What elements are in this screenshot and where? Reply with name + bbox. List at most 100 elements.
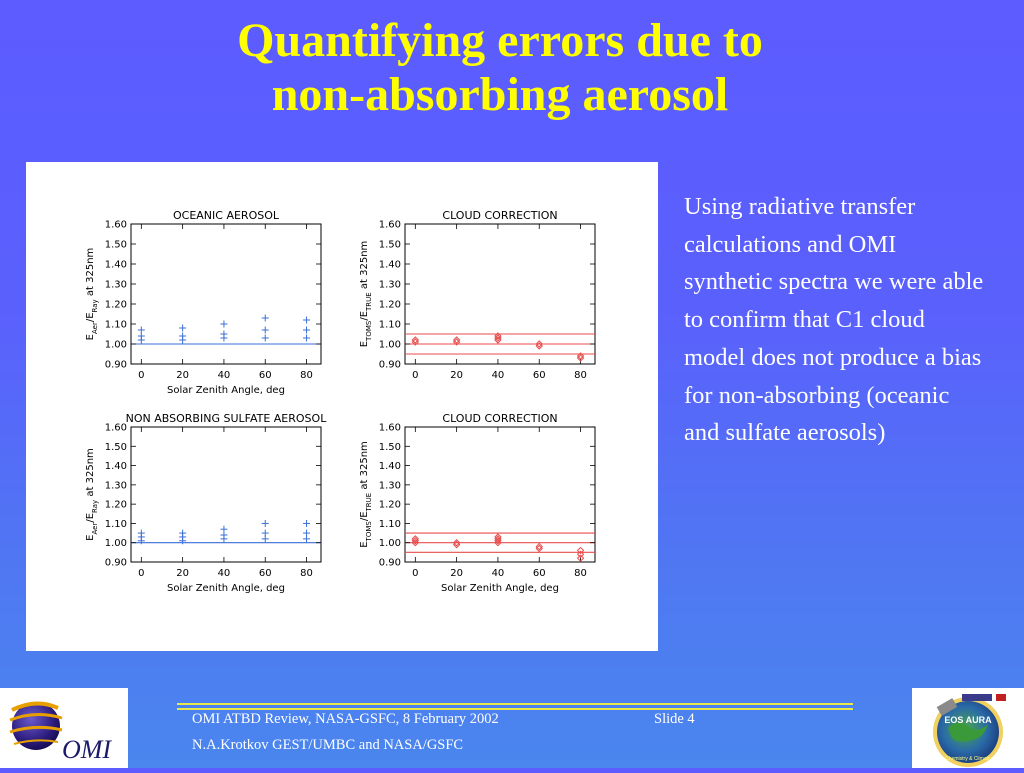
omi-logo-text: OMI (62, 735, 112, 764)
data-point (137, 326, 145, 334)
y-tick-label: 0.90 (105, 558, 127, 569)
y-tick-label: 0.90 (379, 360, 401, 371)
y-tick-label: 1.00 (379, 340, 401, 351)
x-axis-label: Solar Zenith Angle, deg (441, 583, 559, 594)
x-tick-label: 60 (533, 370, 546, 381)
plot-frame (404, 223, 596, 365)
x-tick-label: 80 (574, 568, 587, 579)
body-text: Using radiative transfer calculations an… (684, 193, 984, 447)
data-point (261, 334, 269, 342)
eos-aura-logo-subtext: Chemistry & Climate (945, 756, 991, 762)
y-axis-label: EAer/ERay at 325nm (85, 448, 99, 541)
data-point (494, 334, 502, 342)
y-tick-label: 1.50 (105, 442, 127, 453)
y-tick-label: 1.60 (105, 423, 127, 434)
data-point (303, 316, 311, 324)
omi-logo-icon: OMI (9, 701, 112, 764)
eos-aura-logo-icon: EOS AURA Chemistry & Climate (933, 694, 1006, 767)
x-tick-label: 20 (176, 568, 189, 579)
data-point (535, 542, 543, 551)
x-tick-label: 20 (450, 568, 463, 579)
x-tick-label: 40 (492, 568, 505, 579)
y-tick-label: 0.90 (379, 558, 401, 569)
footer-line1: OMI ATBD Review, NASA-GSFC, 8 February 2… (192, 711, 499, 727)
data-point (452, 539, 461, 547)
data-point (261, 519, 269, 527)
y-axis-label: ETOMS/ETRUE at 325nm (359, 441, 373, 548)
data-point (576, 554, 585, 562)
data-point (303, 529, 311, 537)
y-tick-label: 1.00 (105, 340, 127, 351)
data-point (220, 330, 228, 338)
chart-3: NON ABSORBING SULFATE AEROSOL 0.90 1.00 1.1… (85, 412, 327, 594)
footer-rule-bottom (177, 708, 853, 710)
plot-frame (404, 426, 596, 563)
data-point (452, 336, 461, 344)
chart-title: NON ABSORBING SULFATE AEROSOL (126, 412, 328, 425)
data-point (494, 336, 502, 344)
data-point (411, 336, 420, 344)
data-point (494, 533, 502, 541)
x-tick-label: 60 (259, 370, 272, 381)
figure-panel: OCEANIC AEROSOL 0.90 1.00 1.10 1.20 1.30 1.40 1… (26, 162, 658, 651)
data-point (303, 334, 311, 342)
x-tick-label: 0 (138, 370, 144, 381)
x-tick-label: 80 (300, 370, 313, 381)
x-tick-label: 0 (138, 568, 144, 579)
data-point (179, 332, 187, 340)
data-point (411, 535, 420, 543)
x-tick-label: 60 (533, 568, 546, 579)
y-tick-label: 1.30 (105, 280, 127, 291)
footer-slide-number: Slide 4 (654, 711, 695, 727)
x-tick-label: 40 (218, 370, 231, 381)
data-point (303, 326, 311, 334)
data-point (576, 352, 585, 360)
x-axis-label: Solar Zenith Angle, deg (167, 385, 285, 396)
data-point (137, 529, 145, 537)
y-axis-label: EAer/ERay at 325nm (85, 248, 99, 341)
y-tick-label: 1.60 (379, 423, 401, 434)
data-point (303, 519, 311, 527)
x-axis-label: Solar Zenith Angle, deg (167, 583, 285, 594)
footer-rule-top (177, 703, 853, 705)
data-point (535, 340, 543, 348)
chart-1: OCEANIC AEROSOL 0.90 1.00 1.10 1.20 1.30 1.40 1… (85, 209, 322, 396)
data-point (137, 332, 145, 340)
y-tick-label: 1.20 (105, 300, 127, 311)
y-tick-label: 1.40 (379, 461, 401, 472)
y-tick-label: 1.00 (105, 538, 127, 549)
eos-aura-logo-text: EOS AURA (944, 715, 992, 725)
data-point (261, 314, 269, 322)
y-tick-label: 1.10 (105, 320, 127, 331)
chart-4: CLOUD CORRECTION 0.90 1.00 1.10 1.20 1.30 1.40… (359, 412, 596, 594)
y-tick-label: 1.20 (379, 500, 401, 511)
data-point (494, 332, 502, 340)
y-tick-label: 1.60 (105, 220, 127, 231)
x-tick-label: 60 (259, 568, 272, 579)
chart-title: CLOUD CORRECTION (442, 209, 557, 222)
x-tick-label: 0 (412, 370, 418, 381)
omi-logo: OMI (0, 688, 128, 768)
x-tick-label: 80 (300, 568, 313, 579)
y-tick-label: 1.10 (379, 320, 401, 331)
data-point (576, 546, 585, 555)
y-tick-label: 1.50 (105, 240, 127, 251)
x-tick-label: 40 (492, 370, 505, 381)
y-tick-label: 1.60 (379, 220, 401, 231)
data-point (494, 535, 502, 543)
y-tick-label: 1.30 (379, 280, 401, 291)
y-axis-label: ETOMS/ETRUE at 325nm (359, 241, 373, 348)
y-tick-label: 1.20 (105, 500, 127, 511)
y-tick-label: 1.10 (379, 519, 401, 530)
data-point (220, 320, 228, 328)
y-tick-label: 1.20 (379, 300, 401, 311)
slide-title-line2: non-absorbing aerosol (271, 68, 729, 121)
chart-title: OCEANIC AEROSOL (173, 209, 280, 222)
y-tick-label: 1.50 (379, 240, 401, 251)
chart-2: CLOUD CORRECTION 0.90 1.00 1.10 1.20 1.30 1.40… (359, 209, 596, 381)
x-tick-label: 80 (574, 370, 587, 381)
plots-svg: OCEANIC AEROSOL 0.90 1.00 1.10 1.20 1.30 1.40 1… (85, 209, 596, 594)
x-tick-label: 0 (412, 568, 418, 579)
data-point (576, 550, 585, 558)
x-tick-label: 40 (218, 568, 231, 579)
